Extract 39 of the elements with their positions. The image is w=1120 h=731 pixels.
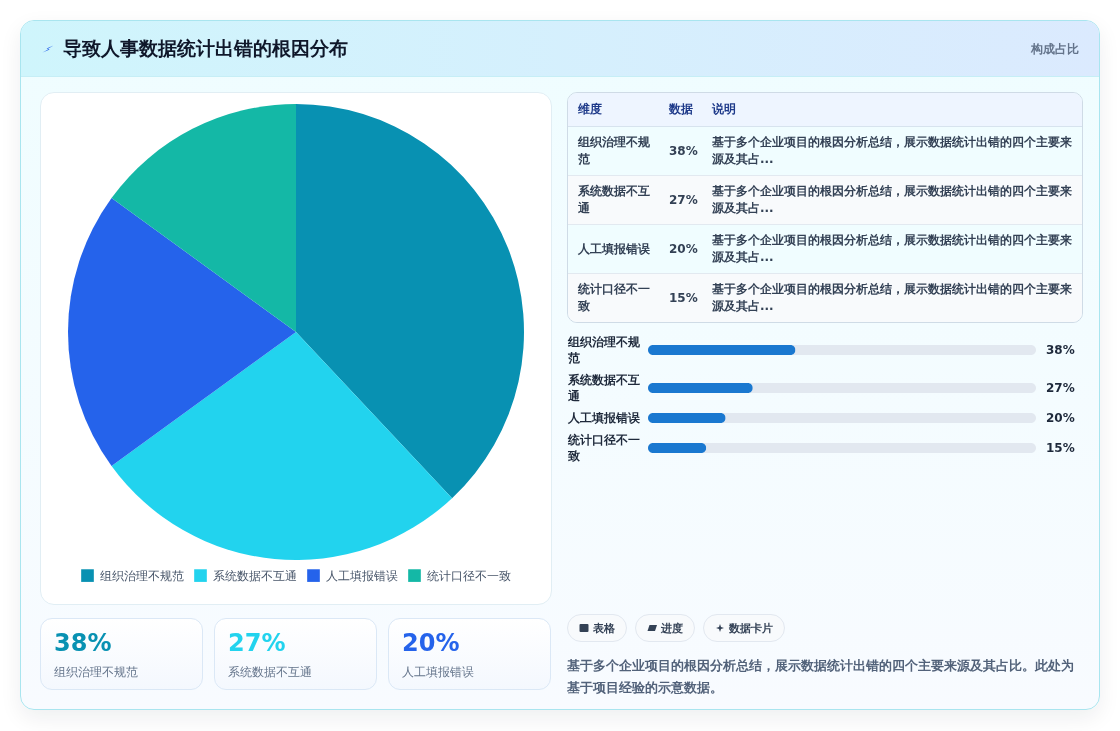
text: 基于多个企业项目的根因分析总结，展示数据统计出错的四个主要来源及其占... [703,274,1082,322]
legend-label: 组织治理不规范 [100,568,184,583]
text: 27% [228,629,286,657]
text: 基于多个企业项目的根因分析总结，展示数据统计出错的四个主要来源及其占... [703,225,1082,274]
legend-label: 统计口径不一致 [427,568,511,583]
text: 20% [402,629,460,657]
pie-slice [111,104,296,332]
text: 38% [54,629,112,657]
text: 系统数据不互通 [228,664,312,681]
data-label: 27% [1046,381,1075,395]
text: 维度 [568,93,661,127]
chart-title: 导致人事数据统计出错的根因分布 [63,36,348,61]
text: 说明 [703,93,1082,127]
text: 27% [661,176,703,225]
pie-slice [111,332,453,560]
data-label: 38% [1046,343,1075,357]
text: 基于多个企业项目的根因分析总结，展示数据统计出错的四个主要来源及其占... [703,127,1082,176]
text: 进度 [661,620,683,636]
pie-slice [296,104,524,499]
text: 数据 [661,93,703,127]
y-tick-label: 系统数据不互通 [566,373,640,403]
text: 数据卡片 [729,620,773,636]
text: 38% [661,127,703,176]
text: 15% [661,274,703,322]
y-tick-label: 统计口径不一致 [566,433,640,463]
legend-label: 人工填报错误 [326,568,398,583]
text: 20% [661,225,703,274]
text: 表格 [593,620,615,636]
y-tick-label: 人工填报错误 [566,411,641,425]
data-label: 20% [1046,411,1075,425]
text: 组织治理不规范 [54,664,138,681]
pie-slice [68,197,296,467]
legend-label: 系统数据不互通 [213,568,297,583]
text: 基于多个企业项目的根因分析总结，展示数据统计出错的四个主要来源及其占... [703,176,1082,225]
text: 人工填报错误 [402,664,474,681]
y-tick-label: 组织治理不规范 [566,335,641,365]
text: 基于多个企业项目的根因分析总结，展示数据统计出错的四个主要来源及其占比。此处为基于项目经验的示意数据。 [567,657,1075,697]
text: 构成占比 [1031,41,1079,58]
data-label: 15% [1046,441,1075,455]
